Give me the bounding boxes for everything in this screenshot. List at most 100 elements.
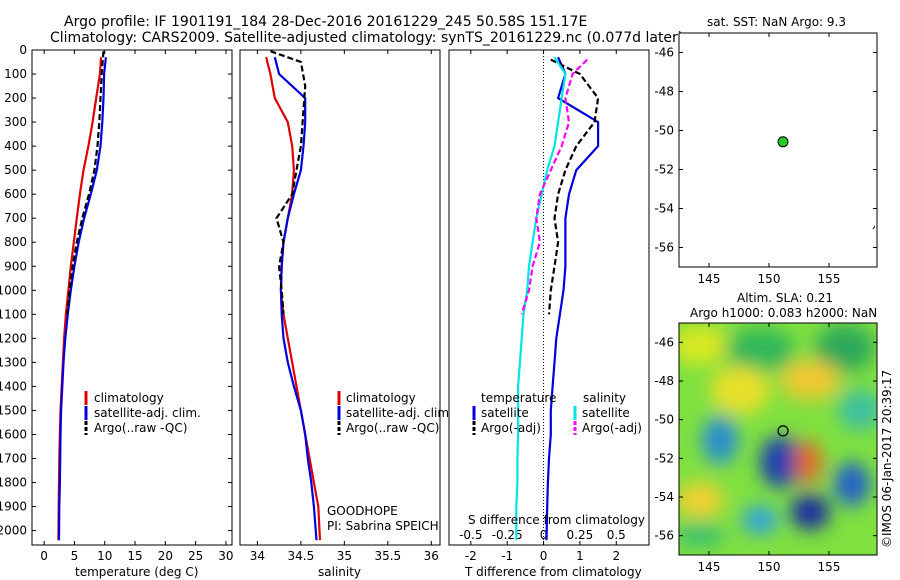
salinity-annotation-1: GOODHOPE — [327, 504, 398, 518]
sla-map-frame — [678, 322, 878, 556]
map-x-tick-label: 155 — [818, 272, 841, 286]
difference-x-axis: -2 -1 0 1 2 — [465, 50, 620, 563]
salinity-annotation-2: PI: Sabrina SPEICH — [327, 519, 439, 533]
map-x-tick-label: 145 — [698, 560, 721, 574]
salinity-legend: climatology satellite-adj. clim. Argo(..… — [337, 391, 453, 435]
sst-map-axes: 145 150 155 -46 -48 -50 -52 -54 -56 — [654, 33, 877, 286]
temperature-x-axis: 0 5 10 15 20 25 30 — [40, 50, 234, 563]
series-line-s-argo-adj- — [520, 58, 588, 315]
difference-legend: temperature salinity satellite Argo(-adj… — [472, 391, 642, 435]
sst-map-points — [777, 136, 789, 148]
x-tick-label: 5 — [71, 549, 79, 563]
x-tick-label: 30 — [218, 549, 233, 563]
legend-label-t-argo: Argo(-adj) — [481, 421, 541, 435]
temperature-legend: climatology satellite-adj. clim. Argo(..… — [84, 391, 201, 435]
temperature-x-label: temperature (deg C) — [75, 565, 198, 579]
series-line-t-satellite — [545, 56, 600, 541]
legend-label-s-satellite: satellite — [582, 406, 630, 420]
s-tick-label: -0.25 — [492, 528, 523, 542]
depth-tick-label: 1500 — [0, 403, 27, 417]
depth-tick-label: 700 — [4, 211, 27, 225]
series-line-satellite-adj-clim- — [57, 57, 107, 541]
map-y-tick-label: -56 — [654, 529, 674, 543]
x-tick-label: 25 — [188, 549, 203, 563]
map-x-tick-label: 150 — [758, 560, 781, 574]
depth-tick-label: 200 — [4, 91, 27, 105]
imos-copyright: ©IMOS 06-Jan-2017 20:39:17 — [880, 369, 894, 548]
salinity-x-label: salinity — [318, 565, 361, 579]
map-x-tick-label: 150 — [758, 272, 781, 286]
map-y-tick-label: -54 — [654, 490, 674, 504]
series-line-s-satellite — [515, 56, 567, 541]
map-y-tick-label: -46 — [654, 335, 674, 349]
depth-tick-label: 1400 — [0, 379, 27, 393]
sst-map-title: sat. SST: NaN Argo: 9.3 — [707, 15, 846, 29]
legend-title-salinity: salinity — [583, 391, 626, 405]
legend-label-s-argo: Argo(-adj) — [582, 421, 642, 435]
map-x-tick-label: 145 — [698, 272, 721, 286]
sla-map-title-2: Argo h1000: 0.083 h2000: NaN — [690, 306, 877, 320]
x-tick-label: -2 — [465, 549, 477, 563]
s-difference-label: S difference from climatology — [468, 513, 645, 527]
sla-argo-marker — [777, 425, 789, 437]
temperature-plot-frame — [31, 49, 233, 546]
s-tick-label: 0.5 — [607, 528, 626, 542]
x-tick-label: 0 — [40, 549, 48, 563]
depth-tick-label: 1300 — [0, 355, 27, 369]
x-tick-label: 15 — [127, 549, 142, 563]
x-tick-label: 35 — [337, 549, 352, 563]
map-y-tick-label: -50 — [654, 413, 674, 427]
depth-tick-label: 600 — [4, 187, 27, 201]
depth-tick-label: 1900 — [0, 500, 27, 514]
t-difference-label: T difference from climatology — [464, 565, 642, 579]
x-tick-label: 2 — [612, 549, 620, 563]
depth-tick-label: 100 — [4, 67, 27, 81]
title-line-1: Argo profile: IF 1901191_184 28-Dec-2016… — [64, 14, 588, 30]
legend-label-argo: Argo(..raw -QC) — [346, 421, 439, 435]
salinity-difference-ticks: -0.5 -0.25 0 0.25 0.5 — [459, 528, 626, 542]
series-line-argo-raw-qc- — [270, 50, 307, 315]
argo-position-point — [777, 136, 789, 148]
depth-tick-label: 400 — [4, 139, 27, 153]
map-y-tick-label: -52 — [654, 451, 674, 465]
difference-series — [515, 56, 600, 541]
map-y-tick-label: -56 — [654, 241, 674, 255]
sla-heatmap — [679, 323, 877, 555]
title-line-2: Climatology: CARS2009. Satellite-adjuste… — [50, 30, 684, 46]
map-y-tick-label: -52 — [654, 163, 674, 177]
depth-tick-label: 2000 — [0, 524, 27, 538]
legend-label-t-satellite: satellite — [481, 406, 529, 420]
legend-label-satellite: satellite-adj. clim. — [346, 406, 453, 420]
depth-tick-label: 1100 — [0, 307, 27, 321]
depth-tick-label: 1000 — [0, 283, 27, 297]
x-tick-label: 34.5 — [288, 549, 315, 563]
salinity-plot-frame — [239, 49, 441, 546]
legend-label-satellite: satellite-adj. clim. — [94, 406, 201, 420]
series-line-argo-raw-qc- — [66, 51, 105, 315]
coastline-fragment — [872, 225, 876, 230]
s-tick-label: 0.25 — [567, 528, 594, 542]
depth-tick-label: 1800 — [0, 476, 27, 490]
x-tick-label: 0 — [540, 549, 548, 563]
depth-tick-label: 500 — [4, 163, 27, 177]
s-tick-label: 0 — [540, 528, 548, 542]
legend-label-climatology: climatology — [94, 391, 164, 405]
depth-tick-label: 0 — [19, 43, 27, 57]
temperature-series — [57, 51, 107, 541]
sla-map-title-1: Altim. SLA: 0.21 — [737, 291, 833, 305]
depth-tick-label: 1200 — [0, 331, 27, 345]
sla-map-axes: 145 150 155 -46 -48 -50 -52 -54 -56 — [654, 323, 877, 574]
x-tick-label: 34 — [250, 549, 265, 563]
depth-tick-label: 300 — [4, 115, 27, 129]
map-x-tick-label: 155 — [818, 560, 841, 574]
map-y-tick-label: -50 — [654, 124, 674, 138]
series-line-satellite-adj-clim- — [273, 56, 318, 541]
depth-tick-label: 1600 — [0, 427, 27, 441]
legend-label-climatology: climatology — [346, 391, 416, 405]
x-tick-label: 36 — [424, 549, 439, 563]
legend-label-argo: Argo(..raw -QC) — [94, 421, 187, 435]
map-y-tick-label: -48 — [654, 374, 674, 388]
x-tick-label: 10 — [97, 549, 112, 563]
map-y-tick-label: -46 — [654, 46, 674, 60]
